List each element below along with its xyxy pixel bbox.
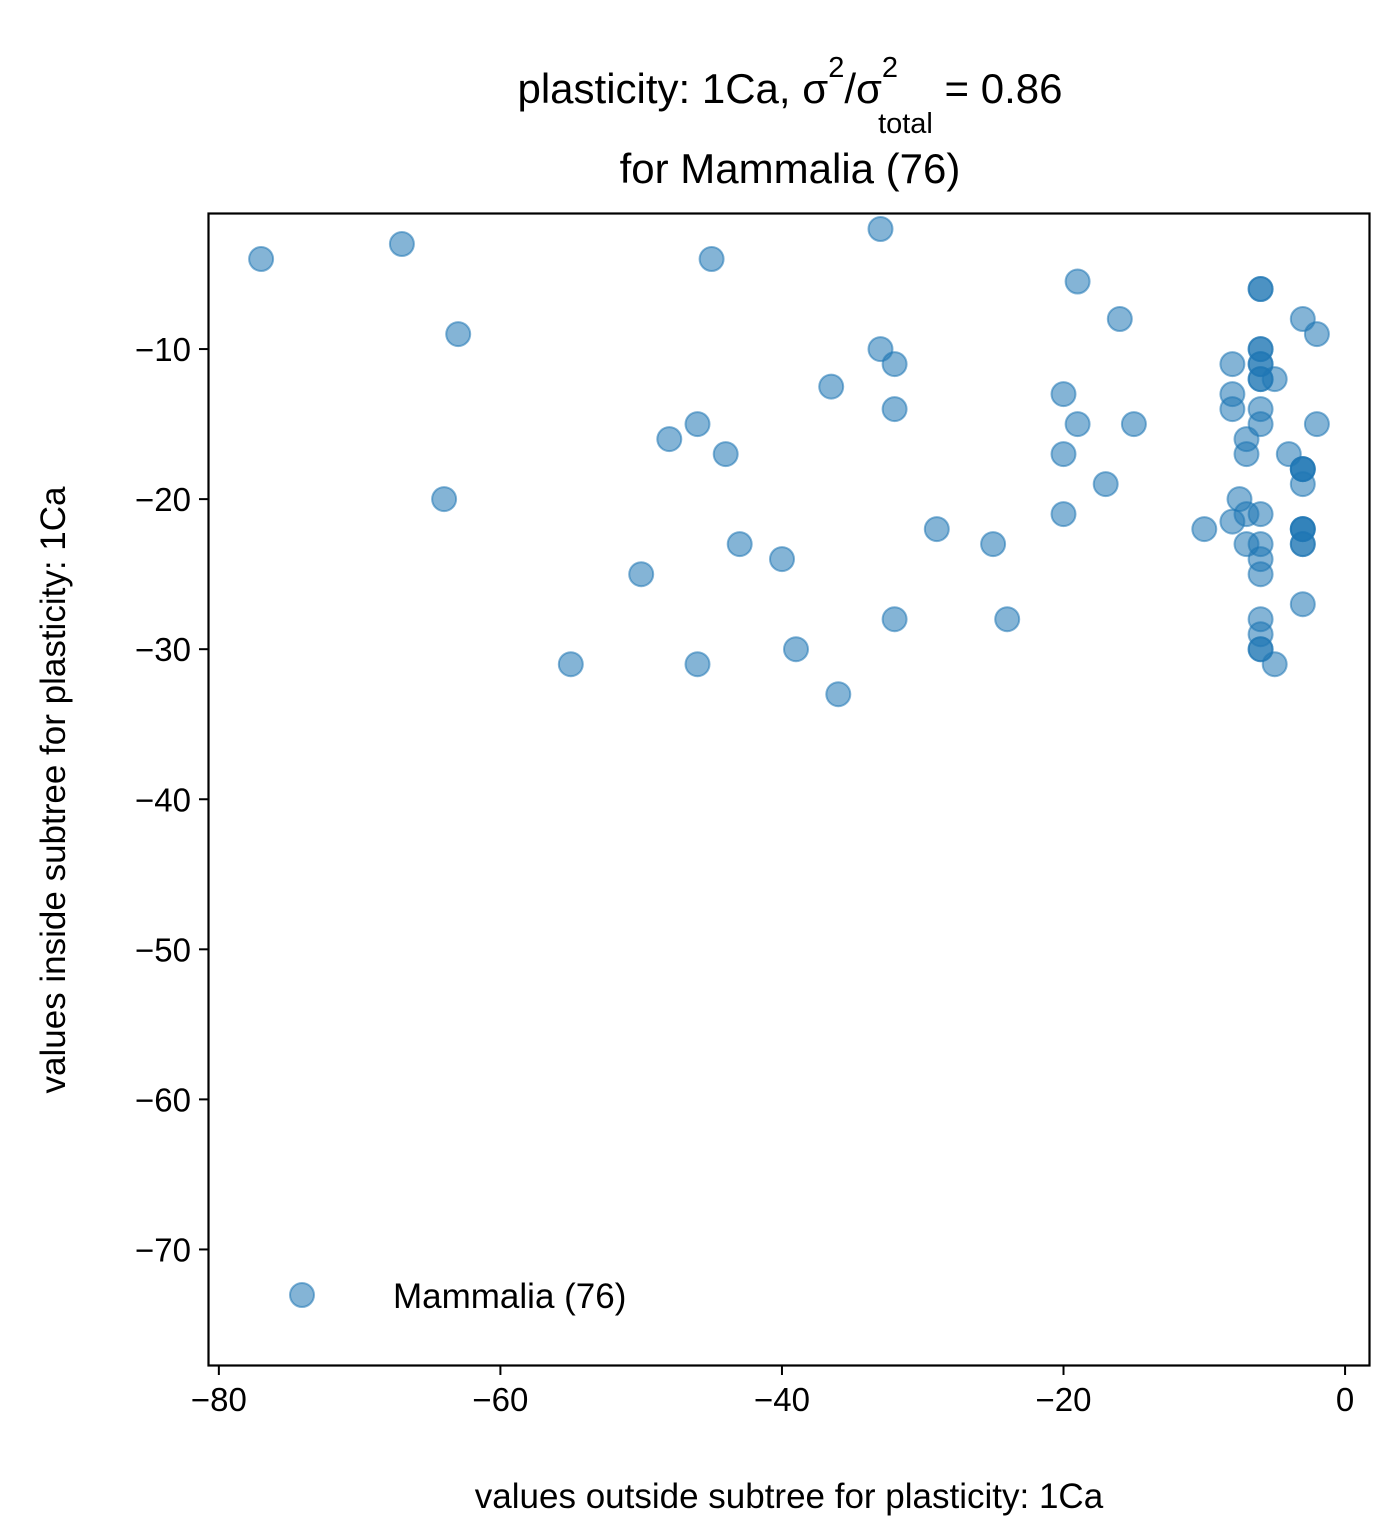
data-point	[994, 606, 1021, 633]
data-point	[431, 486, 458, 513]
data-point	[1247, 501, 1274, 528]
data-point	[1064, 268, 1091, 295]
y-tick-label: −70	[135, 1231, 191, 1268]
y-tick-label: −50	[135, 931, 191, 968]
data-point	[1106, 306, 1133, 332]
chart-title-line2: for Mammalia (76)	[620, 145, 961, 192]
data-point	[684, 411, 711, 438]
data-point	[1261, 651, 1288, 678]
data-point	[1247, 276, 1274, 302]
data-point	[1247, 561, 1274, 588]
data-point	[557, 651, 584, 678]
x-axis-label: values outside subtree for plasticity: 1…	[475, 1477, 1104, 1516]
y-tick-label: −10	[135, 331, 191, 368]
x-tick-label: −40	[754, 1381, 810, 1418]
y-axis-ticks: −10 −20 −30 −40 −50 −60 −70	[135, 331, 209, 1268]
y-axis-label: values inside subtree for plasticity: 1C…	[34, 486, 73, 1093]
data-point	[698, 246, 725, 272]
data-point	[1120, 411, 1147, 438]
data-point	[923, 516, 950, 543]
data-point	[867, 216, 894, 242]
legend-label: Mammalia (76)	[393, 1277, 626, 1316]
x-tick-label: −80	[191, 1381, 247, 1418]
data-point	[980, 531, 1007, 558]
data-point	[825, 681, 852, 708]
chart-title-line1: plasticity: 1Ca, σ2/σ2 total = 0.86	[517, 52, 1062, 140]
data-point	[1050, 441, 1077, 468]
data-point	[628, 561, 655, 588]
data-point	[1064, 411, 1091, 438]
x-axis-ticks: −80 −60 −40 −20 0	[191, 1365, 1354, 1418]
data-point	[881, 606, 908, 633]
y-tick-label: −20	[135, 481, 191, 518]
y-tick-label: −30	[135, 631, 191, 668]
data-point	[726, 531, 753, 558]
data-point	[712, 441, 739, 468]
x-tick-label: 0	[1336, 1381, 1354, 1418]
data-point	[1261, 366, 1288, 393]
data-point	[881, 351, 908, 378]
data-point	[1233, 441, 1260, 468]
data-point	[445, 321, 472, 348]
legend-marker	[289, 1282, 315, 1308]
data-point	[1247, 411, 1274, 438]
data-point	[1303, 321, 1330, 348]
data-point	[248, 246, 275, 272]
data-point	[1289, 471, 1316, 498]
data-point	[684, 651, 711, 678]
data-point	[1289, 591, 1316, 618]
data-point	[881, 396, 908, 423]
data-point	[1050, 501, 1077, 528]
data-point	[1092, 471, 1119, 498]
data-point	[1219, 351, 1246, 378]
data-point	[783, 636, 809, 663]
data-point	[1219, 396, 1246, 423]
data-points	[248, 216, 1330, 708]
data-point	[1191, 516, 1218, 543]
data-point	[1289, 531, 1316, 558]
x-tick-label: −60	[472, 1381, 528, 1418]
legend: Mammalia (76)	[289, 1277, 626, 1316]
y-tick-label: −40	[135, 781, 191, 818]
axes-frame	[207, 212, 1371, 1367]
data-point	[388, 231, 415, 257]
data-point	[656, 426, 683, 453]
data-point	[818, 373, 845, 400]
data-point	[1050, 381, 1077, 408]
x-tick-label: −20	[1036, 1381, 1092, 1418]
data-point	[1303, 411, 1330, 438]
data-point	[769, 546, 795, 573]
y-tick-label: −60	[135, 1081, 191, 1118]
